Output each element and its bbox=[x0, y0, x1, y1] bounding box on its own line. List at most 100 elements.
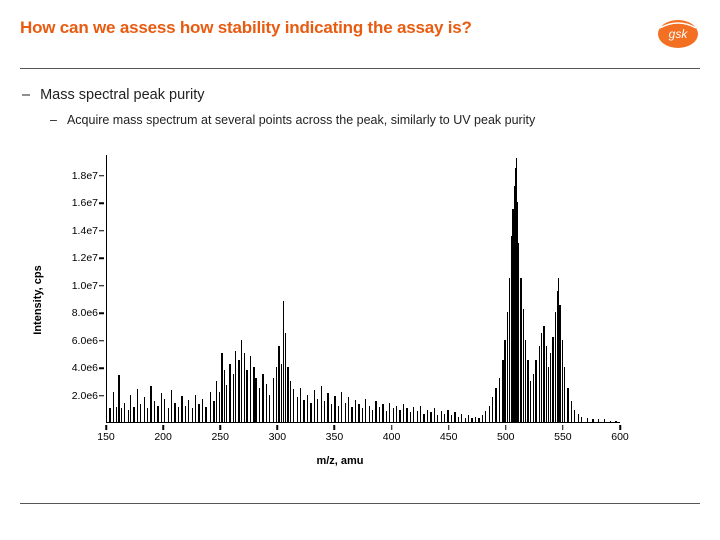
spectrum-peak bbox=[221, 353, 222, 422]
spectrum-peak bbox=[229, 364, 230, 422]
spectrum-peak bbox=[574, 410, 575, 422]
spectrum-peak bbox=[375, 401, 376, 422]
spectrum-peak bbox=[509, 278, 510, 422]
spectrum-peak bbox=[233, 374, 234, 422]
spectrum-peak bbox=[362, 408, 363, 422]
spectrum-peak bbox=[587, 418, 588, 422]
x-axis-label: m/z, amu bbox=[316, 455, 363, 467]
x-tick-label: 300 bbox=[269, 431, 287, 443]
spectrum-peak bbox=[598, 419, 599, 422]
y-tick-mark bbox=[99, 230, 104, 232]
spectrum-peak bbox=[550, 353, 551, 422]
spectrum-peak bbox=[314, 390, 315, 422]
y-axis-label: Intensity, cps bbox=[32, 265, 44, 334]
spectrum-peak bbox=[174, 403, 175, 422]
spectrum-peak bbox=[555, 312, 556, 422]
spectrum-peak bbox=[154, 401, 155, 422]
y-tick-label: 4.0e6 bbox=[72, 362, 98, 374]
spectrum-peak bbox=[168, 408, 169, 422]
x-tick-label: 200 bbox=[154, 431, 172, 443]
spectrum-peak bbox=[468, 415, 469, 422]
spectrum-peak bbox=[327, 393, 328, 422]
x-tick-mark bbox=[448, 425, 450, 430]
y-tick-label: 1.0e7 bbox=[72, 280, 98, 292]
spectrum-peak bbox=[192, 408, 193, 422]
y-tick-mark bbox=[99, 257, 104, 259]
spectrum-peak bbox=[219, 392, 220, 422]
spectrum-peak bbox=[188, 400, 189, 422]
spectrum-peak bbox=[262, 374, 263, 422]
spectrum-peak bbox=[161, 393, 162, 422]
x-tick-label: 350 bbox=[326, 431, 344, 443]
spectrum-peak bbox=[293, 389, 294, 422]
spectrum-peak bbox=[128, 410, 129, 422]
spectrum-peak bbox=[478, 418, 479, 422]
spectrum-peak bbox=[386, 411, 387, 422]
y-tick-mark bbox=[99, 285, 104, 287]
x-tick-label: 500 bbox=[497, 431, 515, 443]
y-tick-label: 1.8e7 bbox=[72, 170, 98, 182]
spectrum-peak bbox=[147, 408, 148, 422]
spectrum-peak bbox=[592, 419, 593, 422]
y-tick-mark bbox=[99, 395, 104, 397]
x-tick-label: 250 bbox=[211, 431, 229, 443]
y-tick-label: 6.0e6 bbox=[72, 335, 98, 347]
spectrum-peak bbox=[527, 360, 528, 422]
spectrum-peak bbox=[485, 411, 486, 422]
x-tick-label: 150 bbox=[97, 431, 115, 443]
x-axis-ticks: 150200250300350400450500550600 bbox=[106, 425, 620, 445]
spectrum-peak bbox=[543, 326, 544, 422]
spectrum-peak bbox=[178, 407, 179, 422]
spectrum-peak bbox=[492, 397, 493, 422]
spectrum-peak bbox=[181, 396, 182, 422]
spectrum-peak bbox=[226, 385, 227, 422]
y-tick-mark bbox=[99, 175, 104, 177]
spectrum-peak bbox=[552, 337, 553, 422]
footer-rule bbox=[20, 503, 700, 504]
spectrum-peak bbox=[615, 421, 616, 422]
spectrum-peak bbox=[379, 407, 380, 422]
spectrum-peak bbox=[150, 386, 151, 422]
spectrum-peak bbox=[140, 404, 141, 422]
spectrum-peak bbox=[372, 410, 373, 422]
spectrum-peak bbox=[447, 410, 448, 422]
gsk-logo: gsk bbox=[656, 16, 700, 50]
x-tick-mark bbox=[219, 425, 221, 430]
spectrum-peak bbox=[434, 408, 435, 422]
spectrum-peak bbox=[502, 360, 503, 422]
spectrum-peak bbox=[241, 340, 242, 422]
spectrum-peak bbox=[338, 406, 339, 422]
spectrum-peak bbox=[331, 404, 332, 422]
x-tick-mark bbox=[505, 425, 507, 430]
spectrum-peak bbox=[530, 381, 531, 422]
spectrum-peak bbox=[278, 346, 279, 422]
y-tick-mark bbox=[99, 367, 104, 369]
spectrum-peak bbox=[571, 401, 572, 422]
spectrum-peak bbox=[273, 378, 274, 422]
spectrum-peak bbox=[307, 395, 308, 422]
spectrum-peak bbox=[137, 389, 138, 422]
spectrum-peak bbox=[441, 411, 442, 422]
plot-area bbox=[106, 155, 620, 423]
x-tick-mark bbox=[391, 425, 393, 430]
x-tick-mark bbox=[562, 425, 564, 430]
spectrum-peak bbox=[202, 399, 203, 422]
spectrum-peak bbox=[358, 404, 359, 422]
spectrum-peak bbox=[564, 367, 565, 422]
spectrum-peak bbox=[369, 406, 370, 422]
spectrum-peak bbox=[499, 378, 500, 422]
spectrum-peak bbox=[465, 418, 466, 422]
y-tick-label: 1.2e7 bbox=[72, 252, 98, 264]
spectrum-lines bbox=[107, 155, 620, 422]
spectrum-peak bbox=[541, 333, 542, 422]
spectrum-peak bbox=[351, 407, 352, 422]
spectrum-peak bbox=[198, 404, 199, 422]
spectrum-peak bbox=[124, 403, 125, 422]
spectrum-peak bbox=[334, 396, 335, 422]
spectrum-peak bbox=[185, 406, 186, 422]
spectrum-peak bbox=[281, 364, 282, 422]
spectrum-peak bbox=[403, 404, 404, 422]
bullet-2-text: Acquire mass spectrum at several points … bbox=[67, 113, 535, 127]
spectrum-peak bbox=[610, 421, 611, 422]
spectrum-peak bbox=[255, 378, 256, 422]
